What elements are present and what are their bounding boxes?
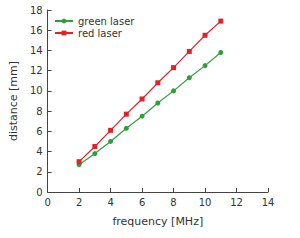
svg-text:6: 6	[36, 126, 42, 137]
svg-text:14: 14	[30, 45, 43, 56]
svg-text:10: 10	[199, 197, 212, 208]
svg-text:8: 8	[170, 197, 176, 208]
svg-text:2: 2	[36, 166, 42, 177]
svg-text:12: 12	[30, 65, 43, 76]
svg-text:distance [mm]: distance [mm]	[7, 61, 20, 141]
svg-text:4: 4	[36, 146, 42, 157]
svg-text:green laser: green laser	[78, 16, 135, 27]
svg-text:6: 6	[139, 197, 145, 208]
svg-text:0: 0	[36, 187, 42, 198]
svg-text:18: 18	[30, 5, 43, 16]
svg-text:8: 8	[36, 106, 42, 117]
svg-text:0: 0	[44, 197, 50, 208]
svg-text:12: 12	[230, 197, 243, 208]
svg-text:4: 4	[107, 197, 113, 208]
svg-text:frequency [MHz]: frequency [MHz]	[112, 215, 203, 228]
svg-text:2: 2	[76, 197, 82, 208]
svg-text:red laser: red laser	[78, 28, 123, 39]
svg-text:14: 14	[262, 197, 275, 208]
svg-text:10: 10	[30, 85, 43, 96]
svg-text:16: 16	[30, 25, 43, 36]
